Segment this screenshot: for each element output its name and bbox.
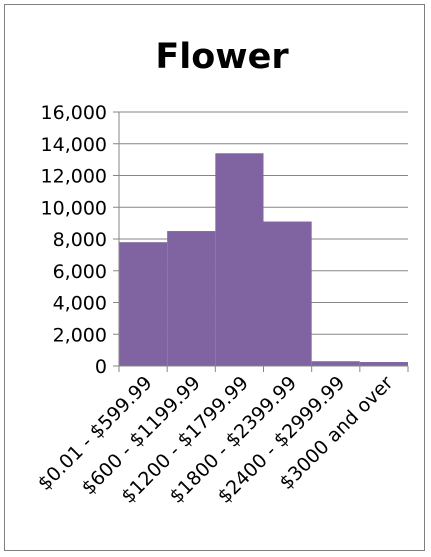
y-tick-label: 8,000 xyxy=(53,229,107,251)
bar xyxy=(264,222,312,366)
y-tick-label: 14,000 xyxy=(41,134,107,156)
y-tick-label: 12,000 xyxy=(41,166,107,188)
chart-title: Flower xyxy=(155,37,289,77)
bar xyxy=(167,231,215,366)
y-tick-label: 4,000 xyxy=(53,293,107,315)
bar xyxy=(215,153,263,366)
y-tick-label: 2,000 xyxy=(53,324,107,346)
y-axis-ticks: 0 2,000 4,000 6,000 8,000 10,000 12,000 14,000 1… xyxy=(41,102,119,378)
bar xyxy=(360,362,408,366)
y-tick-label: 0 xyxy=(95,356,107,378)
y-tick-label: 10,000 xyxy=(41,197,107,219)
bar xyxy=(119,242,167,366)
y-tick-label: 6,000 xyxy=(53,261,107,283)
x-axis-ticks: $0.01 - $599.99$600 - $1199.99$1200 - $1… xyxy=(34,366,408,508)
bar xyxy=(312,361,360,366)
y-tick-label: 16,000 xyxy=(41,102,107,124)
